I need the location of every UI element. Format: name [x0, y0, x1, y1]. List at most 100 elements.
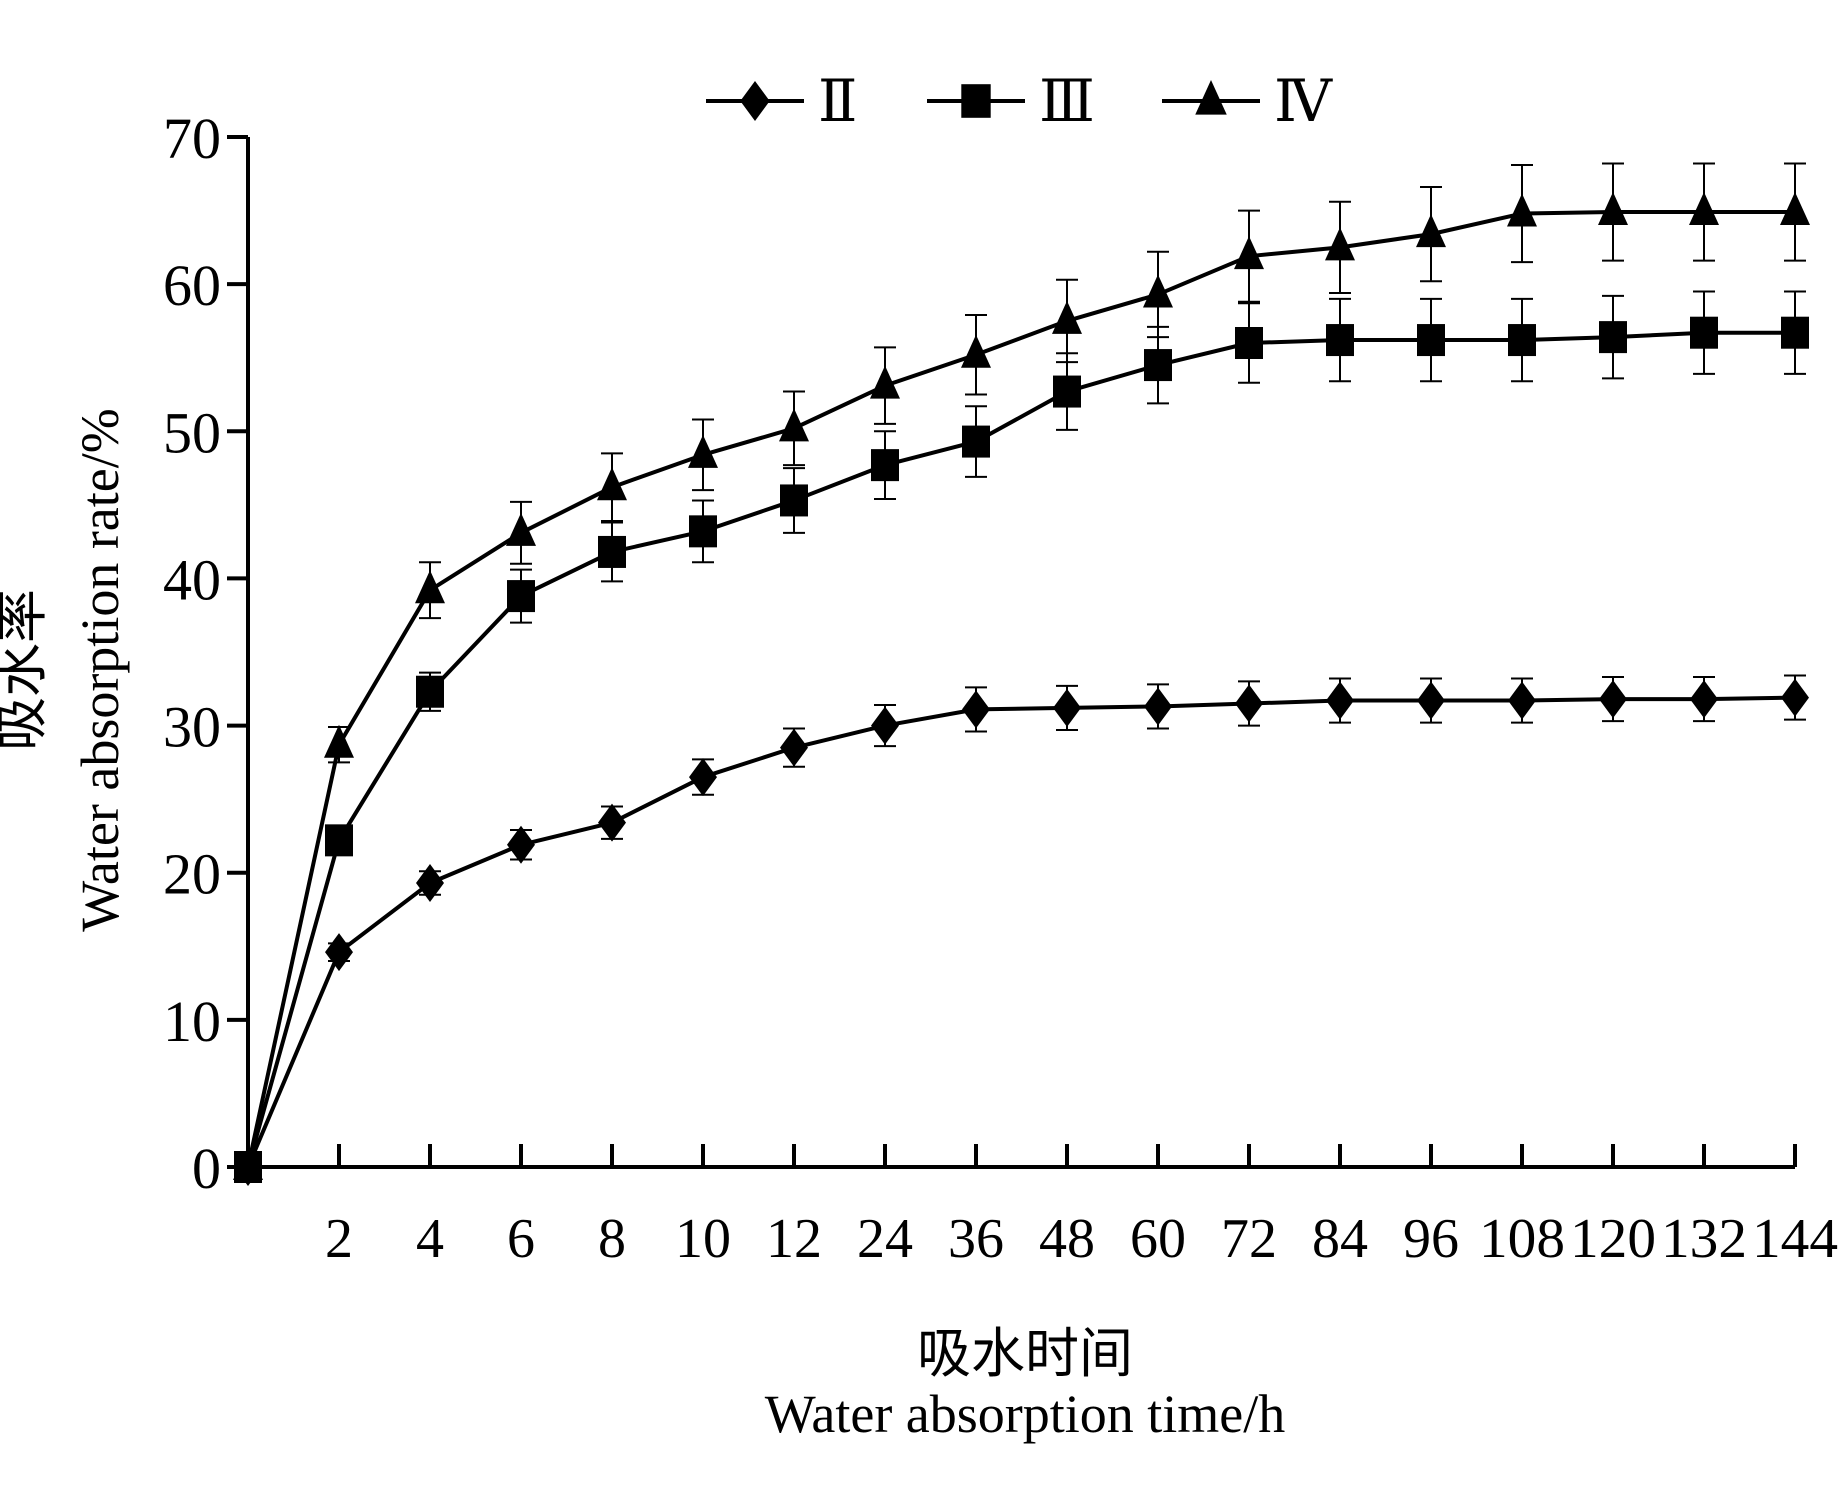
x-tick-label: 48 — [1039, 1208, 1095, 1270]
legend-marker — [1195, 80, 1227, 115]
y-tick-label: 60 — [163, 253, 221, 318]
data-point — [1780, 192, 1810, 226]
data-point — [415, 570, 445, 604]
x-tick-label: 12 — [766, 1208, 822, 1270]
data-point — [688, 434, 718, 468]
data-point — [507, 580, 535, 613]
y-tick-label: 0 — [192, 1136, 221, 1201]
series-square — [234, 290, 1809, 1183]
data-point — [1781, 316, 1809, 349]
y-axis-label-zh: 吸水率 — [0, 589, 52, 751]
series-line — [246, 695, 1796, 1168]
x-tick-label: 144 — [1752, 1208, 1838, 1270]
x-tick-label: 132 — [1661, 1208, 1747, 1270]
data-point — [1690, 680, 1718, 719]
y-tick-label: 40 — [163, 547, 221, 612]
legend-label: Ⅱ — [818, 69, 857, 134]
data-point — [1326, 681, 1354, 720]
y-tick-label: 30 — [163, 695, 221, 760]
data-point — [1144, 687, 1172, 726]
x-tick-label: 4 — [416, 1208, 444, 1270]
data-point — [506, 512, 536, 546]
y-tick-label: 70 — [163, 106, 221, 171]
x-tick-label: 36 — [948, 1208, 1004, 1270]
x-axis-label: Water absorption time/h — [765, 1384, 1286, 1444]
data-point — [1052, 300, 1082, 334]
x-tick-label: 108 — [1479, 1208, 1565, 1270]
x-axis-label-zh: 吸水时间 — [917, 1324, 1133, 1384]
data-point — [1417, 324, 1445, 357]
data-point — [1417, 681, 1445, 720]
series-triangle — [233, 162, 1810, 1180]
data-point — [324, 724, 354, 758]
y-tick-label: 20 — [163, 842, 221, 907]
data-point — [1144, 349, 1172, 382]
x-tick-label: 84 — [1312, 1208, 1368, 1270]
y-tick-label: 50 — [163, 400, 221, 465]
x-tick-label: 72 — [1221, 1208, 1277, 1270]
x-tick-label: 10 — [675, 1208, 731, 1270]
data-point — [780, 728, 808, 767]
data-point — [871, 449, 899, 482]
data-point — [1598, 192, 1628, 226]
data-point — [962, 690, 990, 729]
data-point — [871, 706, 899, 745]
data-point — [962, 425, 990, 458]
data-point — [1326, 324, 1354, 357]
data-point — [416, 864, 444, 903]
legend-label: Ⅳ — [1274, 69, 1333, 134]
y-axis: 0 10 20 30 40 50 60 70 — [163, 106, 250, 1201]
series-line — [246, 210, 1795, 1168]
legend-marker — [740, 81, 770, 121]
data-point — [1599, 680, 1627, 719]
series-diamond — [234, 674, 1809, 1186]
x-tick-label: 8 — [598, 1208, 626, 1270]
data-point — [870, 365, 900, 399]
data-point — [597, 467, 627, 501]
legend: Ⅱ Ⅲ Ⅳ — [706, 69, 1333, 134]
data-point — [961, 334, 991, 368]
x-tick-label: 120 — [1570, 1208, 1656, 1270]
data-point — [507, 825, 535, 864]
data-point — [780, 484, 808, 517]
x-tick-label: 6 — [507, 1208, 535, 1270]
data-point — [779, 408, 809, 442]
data-point — [233, 1147, 263, 1180]
data-point — [1599, 321, 1627, 354]
data-point — [1508, 681, 1536, 720]
data-point — [1235, 327, 1263, 359]
legend-marker — [961, 84, 991, 118]
data-point — [598, 535, 626, 568]
data-point — [1143, 274, 1173, 308]
x-axis: 2 4 6 8 10 12 24 36 48 60 72 84 96 108 120 132 144 — [248, 1144, 1838, 1270]
data-point — [325, 824, 353, 857]
legend-label: Ⅲ — [1039, 69, 1095, 134]
legend-item-diamond: Ⅱ — [706, 69, 857, 134]
series-line — [246, 330, 1795, 1168]
data-point — [1325, 227, 1355, 261]
data-point — [1234, 236, 1264, 270]
data-point — [1508, 324, 1536, 357]
x-tick-label: 96 — [1403, 1208, 1459, 1270]
data-point — [1781, 678, 1809, 717]
data-point — [689, 515, 717, 548]
data-point — [416, 675, 444, 708]
x-tick-label: 60 — [1130, 1208, 1186, 1270]
data-point — [1416, 214, 1446, 248]
data-point — [1235, 684, 1263, 723]
data-point — [325, 933, 353, 972]
data-point — [1053, 688, 1081, 727]
data-point — [1690, 316, 1718, 349]
legend-item-square: Ⅲ — [927, 69, 1095, 134]
data-point — [689, 758, 717, 797]
data-point — [1507, 193, 1537, 227]
y-tick-label: 10 — [163, 989, 221, 1054]
series-layer — [233, 162, 1810, 1186]
data-point — [598, 803, 626, 842]
legend-item-triangle: Ⅳ — [1162, 69, 1333, 134]
x-tick-label: 2 — [325, 1208, 353, 1270]
x-tick-label: 24 — [857, 1208, 913, 1270]
data-point — [1053, 375, 1081, 408]
